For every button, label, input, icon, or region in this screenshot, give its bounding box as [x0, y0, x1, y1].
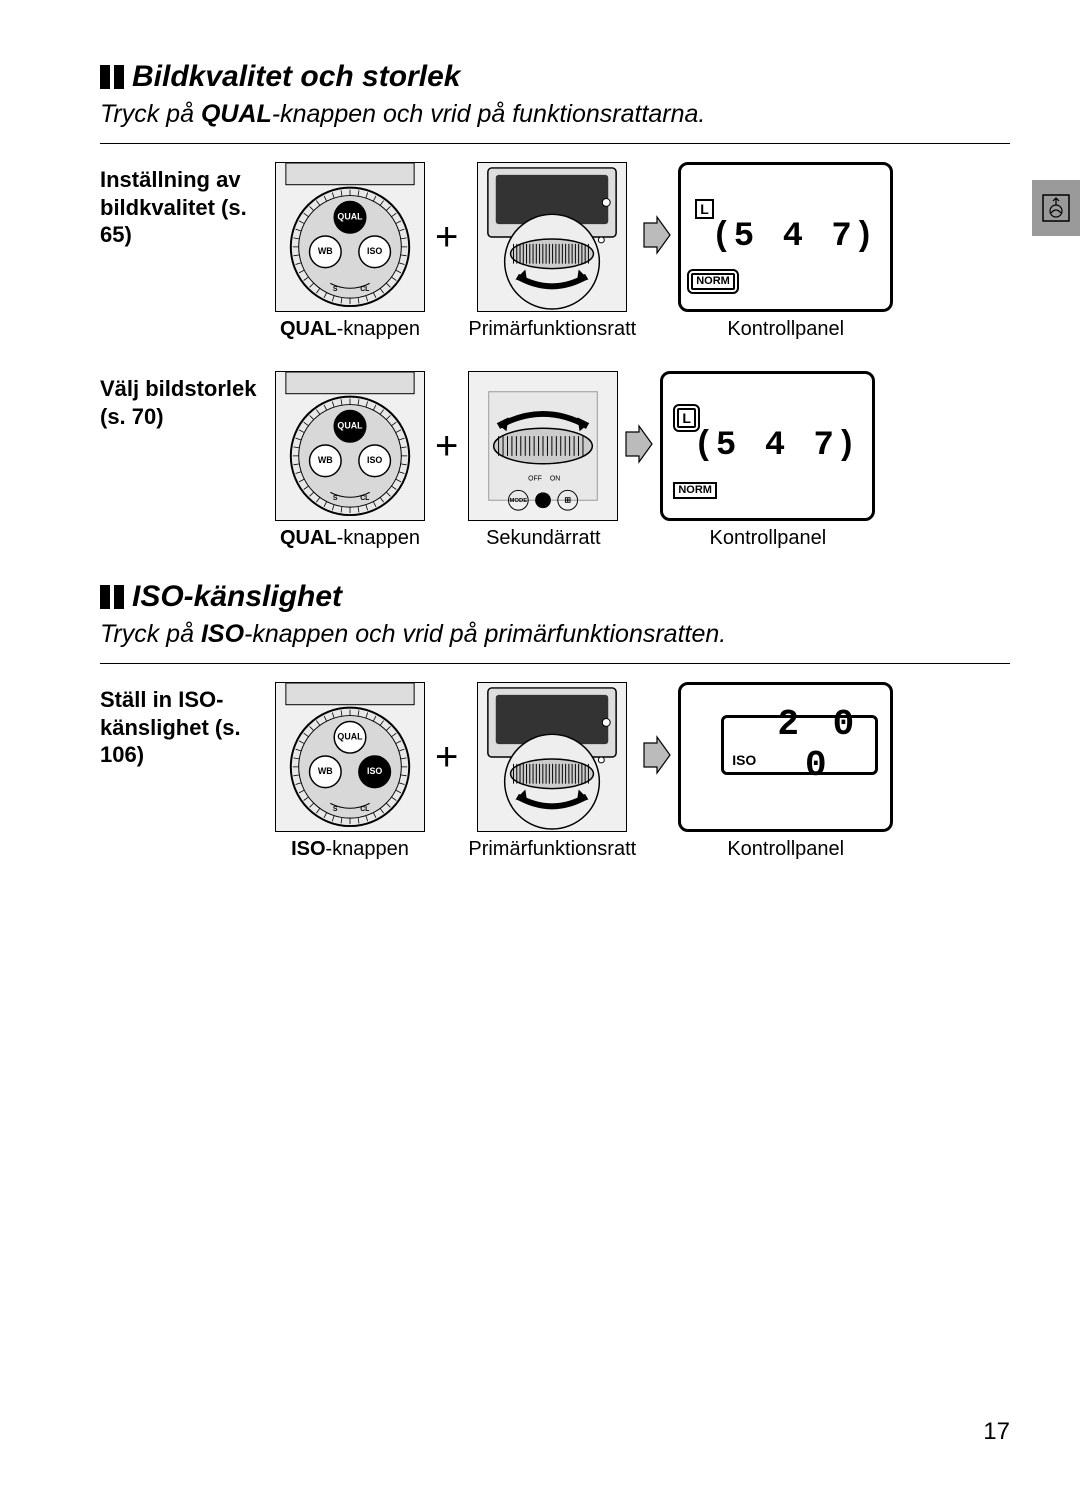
heading-bars-icon [100, 585, 124, 609]
svg-text:WB: WB [318, 455, 333, 465]
panel-caption: ISO-knappen [291, 838, 409, 861]
dial-diagram [477, 682, 627, 832]
panel-caption: Kontrollpanel [709, 527, 826, 550]
panel-caption: Primärfunktionsratt [468, 838, 636, 861]
section-title: ISO-känslighet [132, 580, 342, 614]
lcd-diagram: ISO 2 0 0 [678, 682, 893, 832]
row-label: Ställ in ISO-känslighet (s. 106) [100, 682, 275, 769]
page-number: 17 [983, 1418, 1010, 1446]
plus-icon: + [435, 735, 458, 780]
svg-text:ON: ON [550, 476, 560, 483]
divider [100, 143, 1010, 144]
svg-text:QUAL: QUAL [337, 732, 363, 742]
panel-caption: QUAL-knappen [280, 318, 420, 341]
plus-icon: + [435, 424, 458, 469]
lcd-iso-box: ISO 2 0 0 [721, 715, 878, 775]
svg-text:QUAL: QUAL [337, 421, 363, 431]
svg-text:MODE: MODE [510, 498, 528, 504]
button-diagram: QUAL WB ISO S CL [275, 162, 425, 312]
svg-text:CL: CL [360, 806, 369, 813]
svg-text:S: S [333, 806, 338, 813]
svg-text:ISO: ISO [367, 246, 382, 256]
instruction-row: Ställ in ISO-känslighet (s. 106) QUAL WB… [100, 682, 1010, 861]
row-label: Välj bildstorlek (s. 70) [100, 371, 275, 430]
lcd-diagram: L NORM 5 4 7 [678, 162, 893, 312]
row-label: Inställning av bildkvalitet (s. 65) [100, 162, 275, 249]
panel-caption: Sekundärratt [486, 527, 601, 550]
section-heading: ISO-känslighet [100, 580, 1010, 614]
svg-text:CL: CL [360, 286, 369, 293]
section-heading: Bildkvalitet och storlek [100, 60, 1010, 94]
svg-text:CL: CL [360, 495, 369, 502]
svg-text:ISO: ISO [367, 766, 382, 776]
lcd-diagram: L NORM 5 4 7 [660, 371, 875, 521]
instruction-row: Välj bildstorlek (s. 70) QUAL WB ISO S C… [100, 371, 1010, 550]
button-diagram: QUAL WB ISO S CL [275, 371, 425, 521]
dial-diagram: OFF ON MODE ⊞ [468, 371, 618, 521]
panel-caption: QUAL-knappen [280, 527, 420, 550]
panel-caption: Kontrollpanel [727, 318, 844, 341]
divider [100, 663, 1010, 664]
svg-text:WB: WB [318, 246, 333, 256]
lcd-iso-label: ISO [732, 752, 756, 768]
lcd-iso-value: 2 0 0 [770, 704, 867, 786]
lcd-badge-l: L [695, 199, 714, 219]
section-subtitle: Tryck på QUAL-knappen och vrid på funkti… [100, 100, 1010, 129]
lcd-badge-norm: NORM [673, 482, 717, 499]
section-subtitle: Tryck på ISO-knappen och vrid på primärf… [100, 620, 1010, 649]
arrow-icon [624, 424, 654, 469]
heading-bars-icon [100, 65, 124, 89]
svg-text:QUAL: QUAL [337, 212, 363, 222]
panel-caption: Primärfunktionsratt [468, 318, 636, 341]
lcd-counter: 5 4 7 [694, 427, 861, 465]
panel-caption: Kontrollpanel [727, 838, 844, 861]
lcd-badge-l: L [677, 408, 696, 428]
instruction-row: Inställning av bildkvalitet (s. 65) QUAL… [100, 162, 1010, 341]
plus-icon: + [435, 215, 458, 260]
lcd-badge-norm: NORM [691, 273, 735, 290]
svg-text:S: S [333, 286, 338, 293]
svg-text:OFF: OFF [529, 476, 543, 483]
arrow-icon [642, 215, 672, 260]
svg-text:ISO: ISO [367, 455, 382, 465]
svg-text:S: S [333, 495, 338, 502]
lcd-counter: 5 4 7 [711, 218, 878, 256]
svg-text:WB: WB [318, 766, 333, 776]
dial-diagram [477, 162, 627, 312]
side-tab-icon [1032, 180, 1080, 236]
button-diagram: QUAL WB ISO S CL [275, 682, 425, 832]
arrow-icon [642, 735, 672, 780]
section-title: Bildkvalitet och storlek [132, 60, 460, 94]
svg-text:⊞: ⊞ [565, 495, 572, 504]
